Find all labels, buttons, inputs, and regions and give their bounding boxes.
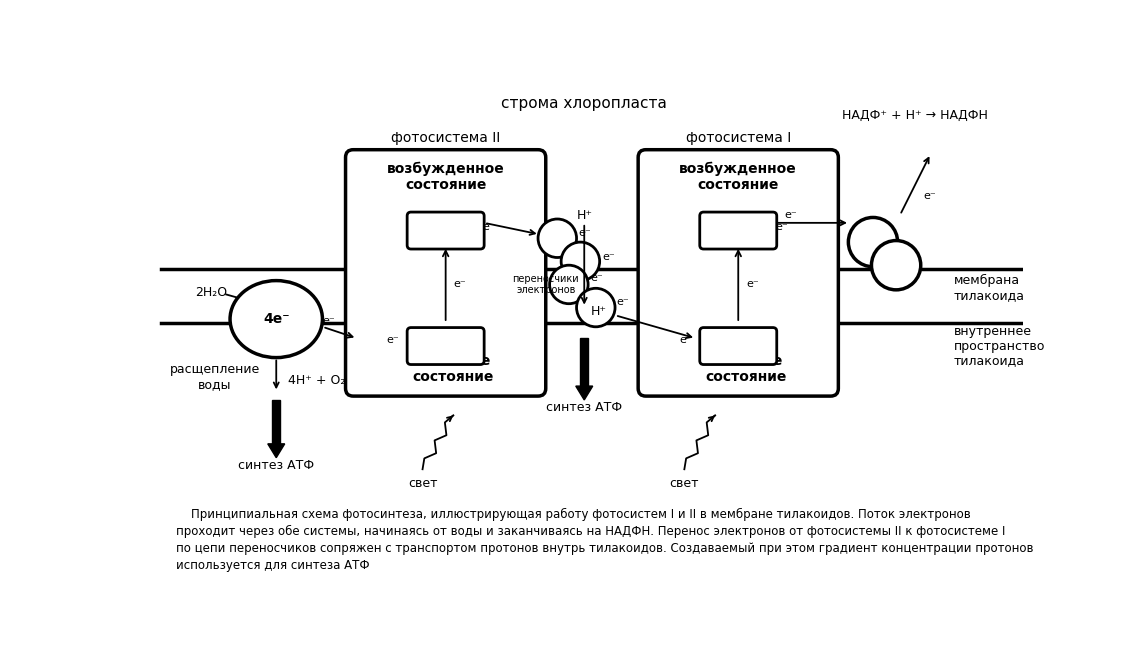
Circle shape	[538, 219, 577, 257]
Text: расщепление
воды: расщепление воды	[170, 363, 260, 391]
FancyBboxPatch shape	[638, 149, 838, 396]
Text: возбужденное
состояние: возбужденное состояние	[679, 161, 797, 192]
Polygon shape	[272, 400, 280, 446]
Text: переносчики
электронов: переносчики электронов	[513, 273, 579, 295]
Text: 4Н⁺ + О₂: 4Н⁺ + О₂	[287, 375, 345, 387]
Text: Р680: Р680	[426, 224, 465, 238]
Text: Р680: Р680	[426, 339, 465, 353]
Text: е⁻: е⁻	[579, 228, 592, 238]
Text: основное
состояние: основное состояние	[706, 354, 787, 385]
FancyBboxPatch shape	[407, 212, 484, 249]
Circle shape	[549, 265, 588, 304]
Text: мембрана
тилакоида: мембрана тилакоида	[954, 274, 1025, 302]
Text: синтез АТФ: синтез АТФ	[546, 401, 622, 414]
Text: НАДФ⁺ + Н⁺ → НАДФН: НАДФ⁺ + Н⁺ → НАДФН	[842, 109, 988, 121]
Text: 4е⁻: 4е⁻	[263, 312, 290, 326]
FancyBboxPatch shape	[700, 328, 776, 364]
Text: е⁻: е⁻	[784, 210, 797, 220]
Text: е⁻: е⁻	[679, 335, 692, 345]
Circle shape	[871, 241, 921, 290]
Circle shape	[577, 288, 616, 327]
Text: е⁻: е⁻	[591, 273, 603, 283]
Text: внутреннее
пространство
тилакоида: внутреннее пространство тилакоида	[954, 324, 1045, 368]
Ellipse shape	[230, 281, 323, 358]
FancyBboxPatch shape	[700, 212, 776, 249]
Circle shape	[561, 242, 600, 281]
Text: Принципиальная схема фотосинтеза, иллюстрирующая работу фотосистем I и II в мемб: Принципиальная схема фотосинтеза, иллюст…	[177, 508, 1034, 572]
Text: строма хлоропласта: строма хлоропласта	[502, 96, 667, 111]
Text: Н⁺: Н⁺	[591, 305, 606, 318]
FancyBboxPatch shape	[345, 149, 546, 396]
Text: фотосистема I: фотосистема I	[685, 131, 791, 145]
Text: Н⁺: Н⁺	[576, 208, 593, 222]
Text: е⁻: е⁻	[617, 297, 629, 307]
Text: е⁻: е⁻	[775, 222, 788, 232]
Text: фотосистема II: фотосистема II	[391, 131, 500, 145]
Text: свет: свет	[408, 477, 438, 490]
Polygon shape	[268, 444, 285, 458]
Text: е⁻: е⁻	[923, 191, 936, 201]
Polygon shape	[576, 386, 593, 400]
Text: е⁻: е⁻	[602, 253, 614, 263]
Text: е⁻: е⁻	[323, 316, 335, 326]
Text: е⁻: е⁻	[386, 335, 399, 345]
Text: Р700: Р700	[718, 224, 758, 238]
Polygon shape	[580, 338, 588, 389]
Circle shape	[848, 218, 897, 267]
Text: возбужденное
состояние: возбужденное состояние	[386, 161, 505, 192]
Text: свет: свет	[669, 477, 699, 490]
Text: синтез АТФ: синтез АТФ	[238, 459, 315, 472]
Text: е⁻: е⁻	[746, 279, 759, 289]
Text: 2Н₂О: 2Н₂О	[195, 285, 227, 299]
Text: е⁻: е⁻	[482, 222, 496, 232]
Text: Р700: Р700	[718, 339, 758, 353]
Text: е⁻: е⁻	[454, 279, 466, 289]
FancyBboxPatch shape	[407, 328, 484, 364]
Text: основное
состояние: основное состояние	[413, 354, 494, 385]
